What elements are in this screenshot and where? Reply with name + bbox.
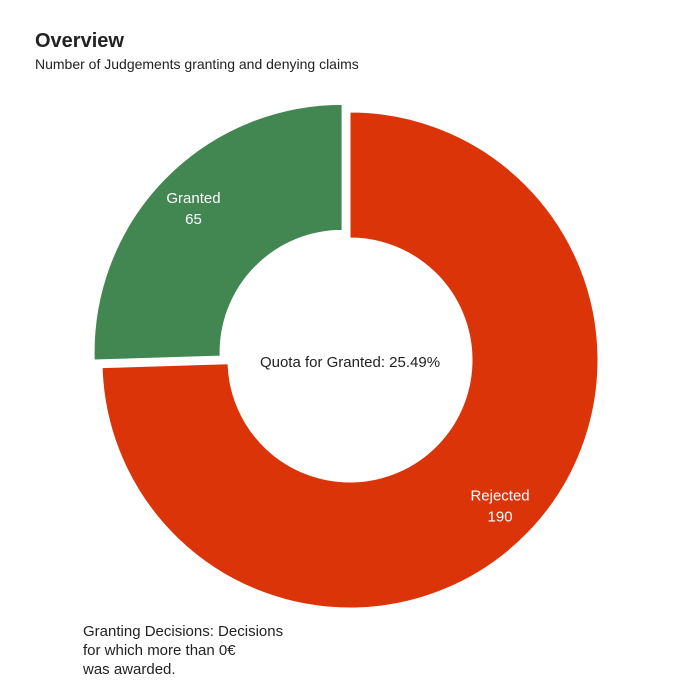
slice-label-rejected: Rejected 190: [470, 487, 529, 525]
slice-granted[interactable]: [93, 103, 343, 361]
slice-label-granted: Granted 65: [166, 190, 220, 228]
center-label: Quota for Granted: 25.49%: [260, 354, 440, 371]
slice-rejected[interactable]: [101, 111, 599, 609]
footnote: Granting Decisions: Decisions for which …: [83, 623, 284, 678]
chart-subtitle: Number of Judgements granting and denyin…: [35, 56, 359, 72]
chart-title: Overview: [35, 30, 124, 52]
